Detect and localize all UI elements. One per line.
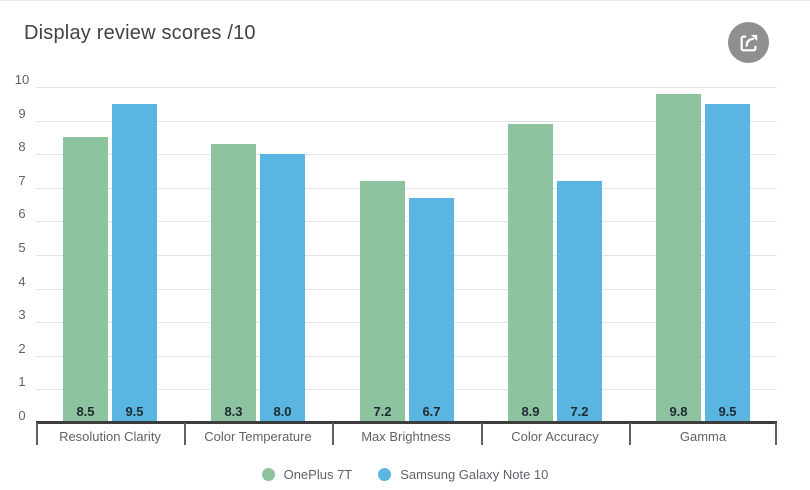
bar[interactable] — [112, 104, 157, 423]
legend-swatch-icon — [378, 467, 392, 481]
y-axis-tick-label: 8 — [18, 139, 26, 154]
gridline — [36, 255, 777, 256]
gridline — [36, 289, 777, 290]
bar[interactable] — [508, 124, 553, 423]
bar-value-label: 7.2 — [373, 404, 392, 419]
gridline — [36, 188, 777, 189]
bar-value-label: 6.7 — [422, 404, 441, 419]
share-export-icon — [740, 34, 757, 51]
bar-value-label: 8.3 — [224, 404, 243, 419]
y-axis-tick-label: 4 — [18, 274, 26, 289]
bar-value-label: 7.2 — [570, 404, 589, 419]
gridline — [36, 121, 777, 122]
y-axis-tick-label: 10 — [14, 72, 30, 87]
bar[interactable] — [211, 144, 256, 423]
y-axis-tick-label: 7 — [18, 173, 26, 188]
x-axis-tick-mark — [184, 423, 186, 445]
bar-value-label: 8.0 — [273, 404, 292, 419]
legend-label: Samsung Galaxy Note 10 — [400, 466, 549, 482]
gridline — [36, 87, 777, 88]
legend-item: OnePlus 7T — [261, 466, 353, 482]
x-axis-line — [36, 421, 777, 424]
legend-item: Samsung Galaxy Note 10 — [378, 467, 548, 482]
legend-swatch-icon — [261, 467, 275, 481]
bar[interactable] — [260, 154, 305, 423]
bar[interactable] — [360, 181, 405, 423]
x-axis-category-label: Gamma — [679, 429, 727, 444]
gridline — [36, 356, 777, 357]
bar-value-label: 9.5 — [718, 404, 737, 419]
bar-value-label: 8.9 — [521, 404, 540, 419]
y-axis-tick-label: 6 — [18, 206, 26, 221]
gridline — [36, 221, 777, 222]
share-button[interactable] — [728, 22, 769, 63]
y-axis-tick-label: 2 — [18, 341, 26, 356]
bar-value-label: 9.5 — [125, 404, 144, 419]
y-axis-tick-label: 5 — [18, 240, 26, 255]
bar[interactable] — [656, 94, 701, 423]
x-axis-tick-mark — [332, 423, 334, 445]
bar[interactable] — [63, 137, 108, 423]
gridline — [36, 322, 777, 323]
x-axis-tick-mark — [36, 423, 38, 445]
bar[interactable] — [409, 198, 454, 423]
x-axis-category-label: Color Temperature — [204, 429, 312, 444]
y-axis-tick-label: 3 — [18, 307, 26, 322]
chart-legend: OnePlus 7T Samsung Galaxy Note 10 — [0, 462, 810, 486]
bar-value-label: 8.5 — [76, 404, 95, 419]
x-axis-category-label: Color Accuracy — [511, 429, 599, 444]
chart-title: Display review scores /10 — [24, 22, 256, 44]
gridline — [36, 389, 777, 390]
legend-label: OnePlus 7T — [283, 466, 353, 482]
y-axis-tick-label: 0 — [18, 408, 26, 423]
x-axis-category-label: Resolution Clarity — [59, 429, 161, 444]
y-axis-tick-label: 9 — [18, 106, 26, 121]
x-axis-tick-mark — [775, 423, 777, 445]
gridline — [36, 154, 777, 155]
x-axis-category-label: Max Brightness — [361, 429, 451, 444]
bar-value-label: 9.8 — [669, 404, 688, 419]
y-axis-tick-label: 1 — [18, 374, 26, 389]
x-axis-tick-mark — [481, 423, 483, 445]
bar[interactable] — [705, 104, 750, 423]
x-axis-tick-mark — [629, 423, 631, 445]
bar[interactable] — [557, 181, 602, 423]
